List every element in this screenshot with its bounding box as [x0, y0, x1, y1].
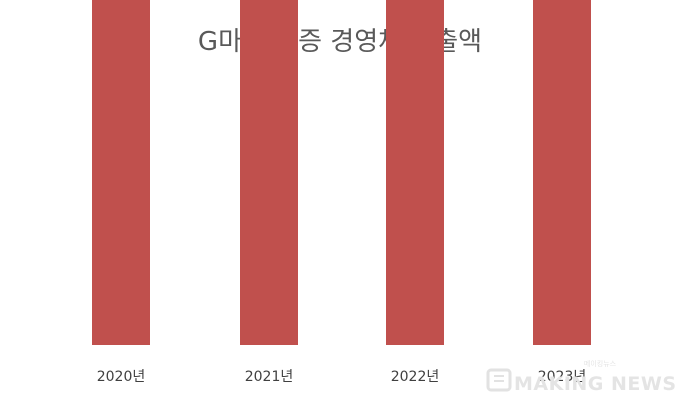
bars-layer: [92, 0, 591, 345]
bar-2: [386, 0, 444, 345]
x-tick-label-2: 2022년: [391, 369, 440, 385]
x-tick-label-3: 2023년: [538, 369, 587, 385]
x-tick-label-1: 2021년: [245, 369, 294, 385]
watermark-text: MAKING NEWS: [514, 373, 677, 395]
newspaper-logo-icon: [486, 368, 512, 392]
watermark: 메이킹뉴스 MAKING NEWS: [486, 359, 677, 395]
watermark-subtext: 메이킹뉴스: [584, 359, 617, 368]
bar-3: [533, 0, 591, 345]
bar-0: [92, 0, 150, 345]
x-axis-ticks: 2020년 2021년 2022년 2023년: [97, 369, 587, 385]
bar-1: [240, 0, 298, 345]
x-tick-label-0: 2020년: [97, 369, 146, 385]
